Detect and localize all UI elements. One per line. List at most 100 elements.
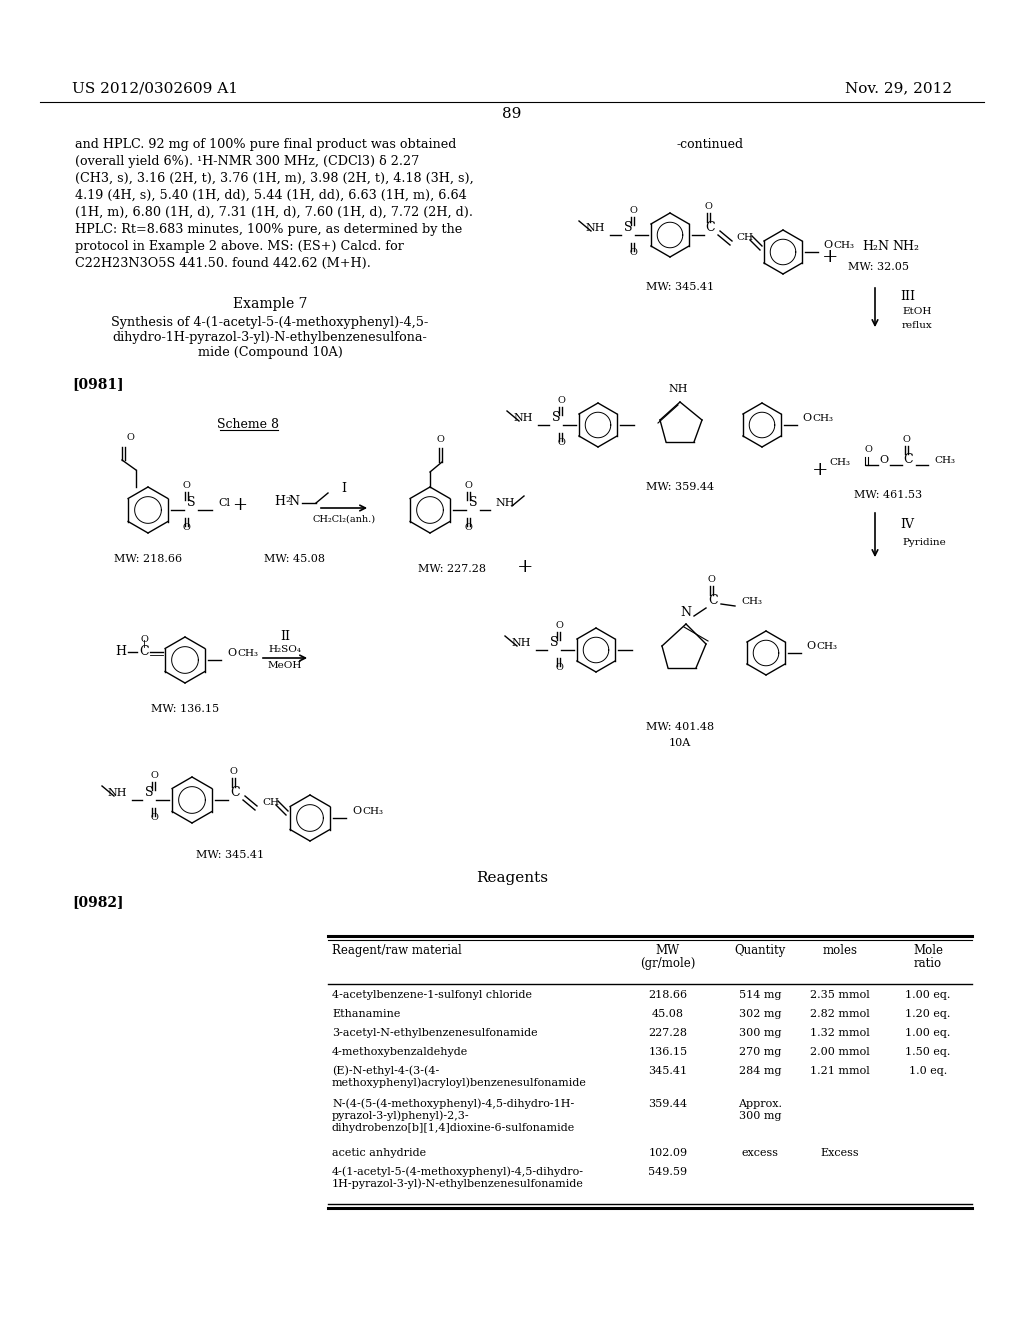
Text: MW: 345.41: MW: 345.41: [196, 850, 264, 861]
Text: Approx.: Approx.: [738, 1100, 782, 1109]
Text: 1.0 eq.: 1.0 eq.: [909, 1067, 947, 1076]
Text: O: O: [902, 436, 910, 444]
Text: Example 7: Example 7: [232, 297, 307, 312]
Text: O: O: [464, 480, 472, 490]
Text: 136.15: 136.15: [648, 1047, 687, 1057]
Text: O: O: [352, 807, 361, 816]
Text: O: O: [464, 523, 472, 532]
Text: 102.09: 102.09: [648, 1148, 687, 1158]
Text: O: O: [227, 648, 237, 657]
Text: CH₃: CH₃: [362, 807, 383, 816]
Text: MW: MW: [656, 944, 680, 957]
Text: NH: NH: [586, 223, 605, 234]
Text: protocol in Example 2 above. MS: (ES+) Calcd. for: protocol in Example 2 above. MS: (ES+) C…: [75, 240, 403, 253]
Text: 218.66: 218.66: [648, 990, 687, 1001]
Text: O: O: [806, 642, 815, 651]
Text: MW: 227.28: MW: 227.28: [418, 564, 486, 574]
Text: [0982]: [0982]: [72, 895, 124, 909]
Text: NH: NH: [513, 413, 534, 422]
Text: O: O: [880, 455, 889, 465]
Text: S: S: [186, 496, 196, 510]
Text: CH₃: CH₃: [816, 642, 837, 651]
Text: 1.32 mmol: 1.32 mmol: [810, 1028, 869, 1038]
Text: reflux: reflux: [902, 321, 933, 330]
Text: CH: CH: [262, 799, 279, 807]
Text: NH: NH: [108, 788, 127, 799]
Text: Excess: Excess: [820, 1148, 859, 1158]
Text: O: O: [229, 767, 237, 776]
Text: Quantity: Quantity: [734, 944, 785, 957]
Text: O: O: [705, 202, 712, 211]
Text: 4-methoxybenzaldehyde: 4-methoxybenzaldehyde: [332, 1047, 468, 1057]
Text: C: C: [706, 220, 715, 234]
Text: mide (Compound 10A): mide (Compound 10A): [198, 346, 342, 359]
Text: O: O: [140, 635, 147, 644]
Text: 4-(1-acetyl-5-(4-methoxyphenyl)-4,5-dihydro-: 4-(1-acetyl-5-(4-methoxyphenyl)-4,5-dihy…: [332, 1167, 584, 1177]
Text: dihydrobenzo[b][1,4]dioxine-6-sulfonamide: dihydrobenzo[b][1,4]dioxine-6-sulfonamid…: [332, 1123, 575, 1133]
Text: MW: 32.05: MW: 32.05: [848, 261, 908, 272]
Text: O: O: [823, 240, 833, 249]
Text: Synthesis of 4-(1-acetyl-5-(4-methoxyphenyl)-4,5-: Synthesis of 4-(1-acetyl-5-(4-methoxyphe…: [112, 315, 429, 329]
Text: H₂N: H₂N: [862, 240, 889, 253]
Text: Scheme 8: Scheme 8: [217, 418, 279, 432]
Text: 1.20 eq.: 1.20 eq.: [905, 1008, 950, 1019]
Text: O: O: [182, 523, 189, 532]
Text: 227.28: 227.28: [648, 1028, 687, 1038]
Text: O: O: [151, 813, 158, 822]
Text: MW: 461.53: MW: 461.53: [854, 490, 922, 500]
Text: -continued: -continued: [677, 139, 743, 150]
Text: excess: excess: [741, 1148, 778, 1158]
Text: CH₃: CH₃: [934, 455, 955, 465]
Text: IV: IV: [900, 517, 914, 531]
Text: O: O: [629, 248, 637, 257]
Text: 284 mg: 284 mg: [738, 1067, 781, 1076]
Text: [0981]: [0981]: [72, 378, 124, 391]
Text: O: O: [436, 436, 444, 444]
Text: 1.21 mmol: 1.21 mmol: [810, 1067, 869, 1076]
Text: 345.41: 345.41: [648, 1067, 687, 1076]
Text: S: S: [550, 636, 558, 649]
Text: and HPLC. 92 mg of 100% pure final product was obtained: and HPLC. 92 mg of 100% pure final produ…: [75, 139, 457, 150]
Text: 302 mg: 302 mg: [738, 1008, 781, 1019]
Text: Reagent/raw material: Reagent/raw material: [332, 944, 462, 957]
Text: N: N: [289, 495, 299, 508]
Text: MeOH: MeOH: [268, 661, 302, 671]
Text: C22H23N3O5S 441.50. found 442.62 (M+H).: C22H23N3O5S 441.50. found 442.62 (M+H).: [75, 257, 371, 271]
Text: (E)-N-ethyl-4-(3-(4-: (E)-N-ethyl-4-(3-(4-: [332, 1065, 439, 1076]
Text: 2: 2: [286, 496, 291, 504]
Text: acetic anhydride: acetic anhydride: [332, 1148, 426, 1158]
Text: II: II: [280, 630, 290, 643]
Text: 514 mg: 514 mg: [738, 990, 781, 1001]
Text: N: N: [681, 606, 691, 619]
Text: 1.00 eq.: 1.00 eq.: [905, 990, 950, 1001]
Text: 300 mg: 300 mg: [738, 1028, 781, 1038]
Text: NH: NH: [512, 638, 531, 648]
Text: 359.44: 359.44: [648, 1100, 687, 1109]
Text: CH₃: CH₃: [237, 649, 258, 657]
Text: S: S: [144, 785, 154, 799]
Text: Reagents: Reagents: [476, 871, 548, 884]
Text: 3-acetyl-N-ethylbenzenesulfonamide: 3-acetyl-N-ethylbenzenesulfonamide: [332, 1028, 538, 1038]
Text: MW: 401.48: MW: 401.48: [646, 722, 714, 733]
Text: (1H, m), 6.80 (1H, d), 7.31 (1H, d), 7.60 (1H, d), 7.72 (2H, d).: (1H, m), 6.80 (1H, d), 7.31 (1H, d), 7.6…: [75, 206, 473, 219]
Text: O: O: [555, 663, 563, 672]
Text: 45.08: 45.08: [652, 1008, 684, 1019]
Text: CH₃: CH₃: [833, 242, 854, 249]
Text: S: S: [624, 220, 632, 234]
Text: H: H: [116, 645, 127, 657]
Text: O: O: [555, 620, 563, 630]
Text: Mole: Mole: [913, 944, 943, 957]
Text: C: C: [903, 453, 912, 466]
Text: C: C: [230, 785, 240, 799]
Text: S: S: [552, 411, 560, 424]
Text: O: O: [802, 413, 811, 422]
Text: S: S: [469, 496, 477, 510]
Text: MW: 45.08: MW: 45.08: [264, 554, 326, 564]
Text: +: +: [517, 558, 534, 576]
Text: I: I: [341, 482, 346, 495]
Text: NH: NH: [495, 498, 514, 508]
Text: Pyridine: Pyridine: [902, 539, 946, 546]
Text: CH₃: CH₃: [741, 597, 762, 606]
Text: Cl: Cl: [218, 498, 230, 508]
Text: N-(4-(5-(4-methoxyphenyl)-4,5-dihydro-1H-: N-(4-(5-(4-methoxyphenyl)-4,5-dihydro-1H…: [332, 1098, 574, 1109]
